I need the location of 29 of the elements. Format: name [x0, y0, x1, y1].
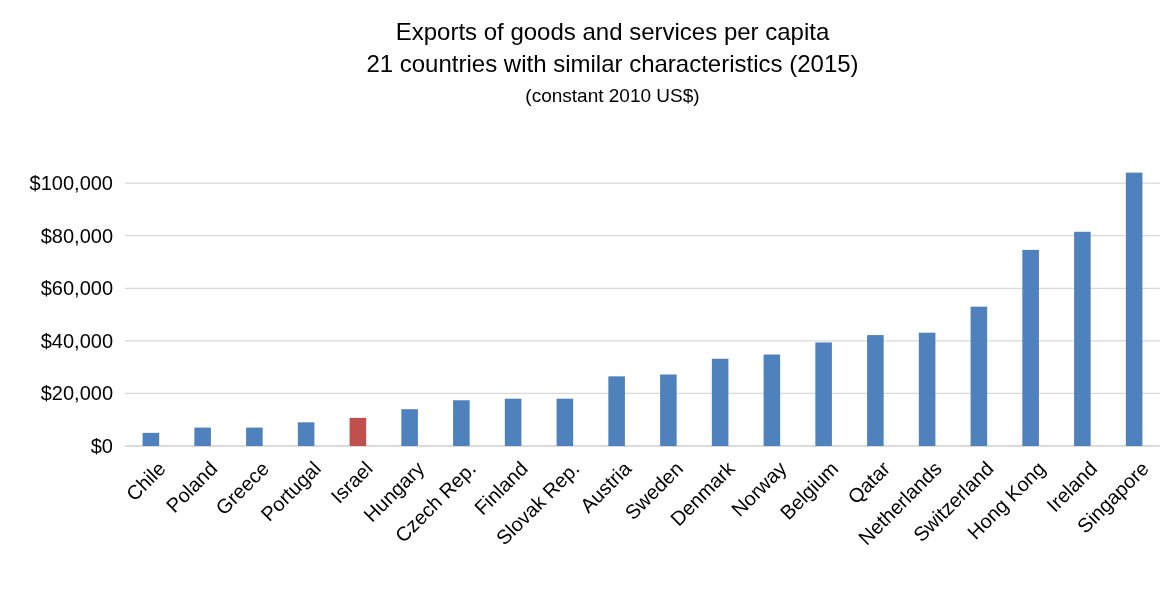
bar	[970, 306, 988, 446]
bar	[867, 335, 884, 446]
bar	[763, 354, 781, 446]
bar	[246, 427, 263, 446]
y-tick-label: $60,000	[40, 277, 113, 300]
bar	[711, 358, 729, 446]
chart-subtitle: 21 countries with similar characteristics (2015)	[366, 50, 859, 77]
bar	[556, 398, 574, 446]
y-tick-label: $100,000	[29, 172, 113, 195]
bar	[815, 342, 832, 446]
chart-title: Exports of goods and services per capita	[395, 18, 830, 45]
y-tick-label: $40,000	[40, 329, 113, 352]
bar	[504, 398, 522, 446]
bar	[453, 400, 470, 446]
bar	[1074, 231, 1091, 446]
bar	[297, 422, 315, 446]
text: (constant 2010 US$)	[525, 85, 700, 106]
bar	[401, 409, 418, 446]
bar	[349, 417, 367, 446]
bar	[142, 432, 160, 446]
bar	[1022, 249, 1039, 446]
y-tick-label: $20,000	[40, 382, 113, 405]
y-tick-label: $0	[90, 435, 113, 457]
bar	[1125, 172, 1143, 446]
bar	[608, 376, 625, 446]
y-tick-label: $80,000	[40, 224, 113, 247]
bar	[660, 374, 677, 446]
bar	[918, 332, 936, 446]
bar	[194, 427, 211, 446]
